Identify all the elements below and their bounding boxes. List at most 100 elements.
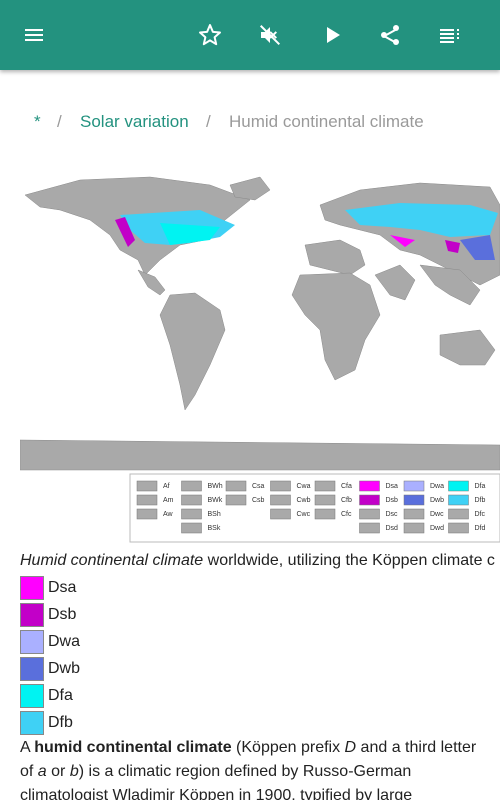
play-button[interactable] (320, 23, 344, 47)
legend-swatch (359, 494, 380, 506)
legend-swatch (359, 522, 380, 534)
legend-label: Csa (252, 483, 265, 490)
legend-label: Dfb (475, 497, 486, 504)
image-caption: Humid continental climate worldwide, uti… (20, 552, 500, 570)
menu-button[interactable] (22, 23, 46, 47)
legend-swatch (225, 480, 247, 492)
app-bar (0, 0, 500, 70)
climate-map[interactable]: Af Am Aw BWh BWk BSh BSk Csa Csb Cwa Cwb Cwc Cfa Cfb C… (20, 165, 500, 545)
legend-label: Cfb (341, 497, 352, 504)
key-label: Dwb (48, 660, 81, 677)
key-label: Dfb (48, 714, 73, 731)
legend-swatch (136, 508, 158, 520)
legend-swatch (359, 508, 380, 520)
legend-label: Dsb (386, 497, 399, 504)
legend-label: Dwd (430, 525, 444, 532)
legend-label: BSh (208, 511, 221, 518)
legend-label: Cfa (341, 483, 352, 490)
key-label: Dwa (48, 633, 81, 650)
legend-label: BWh (208, 483, 223, 490)
text-run: worldwide, utilizing the Köppen climate … (203, 552, 495, 569)
legend-swatch (181, 522, 202, 534)
key-label: Dfa (48, 687, 73, 704)
text-run: D (344, 739, 357, 756)
key-row: Dwa (20, 630, 220, 654)
key-label: Dsa (48, 579, 77, 596)
legend-swatch (359, 480, 380, 492)
legend-swatch (270, 508, 291, 520)
legend-label: Dfd (475, 525, 486, 532)
legend-swatch (181, 494, 202, 506)
share-button[interactable] (378, 23, 402, 47)
legend-swatch (314, 508, 336, 520)
mute-button[interactable] (258, 23, 282, 47)
text-run: b (69, 763, 79, 780)
legend-swatch (403, 480, 425, 492)
breadcrumb-separator: / (57, 112, 62, 131)
legend-swatch (181, 480, 202, 492)
legend-swatch (225, 494, 247, 506)
text-run: Humid continental climate (20, 552, 204, 569)
legend-label: BSk (208, 525, 221, 532)
breadcrumb-separator: / (206, 112, 211, 131)
legend-label: Dfc (475, 511, 486, 518)
legend-label: Csb (252, 497, 265, 504)
article-paragraph: A humid continental climate (Köppen pref… (20, 736, 480, 800)
key-swatch (20, 657, 44, 681)
legend-label: BWk (208, 497, 223, 504)
key-row: Dsa (20, 576, 220, 600)
legend-label: Am (163, 497, 174, 504)
legend-swatch (403, 522, 425, 534)
text-run: humid continental climate (34, 739, 232, 756)
key-row: Dsb (20, 603, 220, 627)
key-swatch (20, 603, 44, 627)
legend-swatch (270, 480, 291, 492)
legend-swatch (181, 508, 202, 520)
breadcrumb-home[interactable]: * (34, 112, 41, 131)
legend-label: Cwb (297, 497, 311, 504)
legend-label: Dsc (386, 511, 399, 518)
text-run: and a third letter of (20, 739, 477, 780)
legend-swatch (314, 494, 336, 506)
key-row: Dfa (20, 684, 220, 708)
legend-swatch (448, 508, 469, 520)
legend-swatch (136, 494, 158, 506)
key-swatch (20, 630, 44, 654)
key-swatch (20, 684, 44, 708)
text-run: ) is a climatic region defined by Russo-… (20, 763, 413, 800)
breadcrumb-current: Humid continental climate (229, 112, 424, 131)
climate-zones (115, 203, 498, 260)
legend-swatch (314, 480, 336, 492)
key-label: Dsb (48, 606, 77, 623)
legend-label: Dwc (430, 511, 444, 518)
key-row: Dfb (20, 711, 220, 735)
text-run: (Köppen prefix (231, 739, 345, 756)
legend-swatch (403, 494, 425, 506)
contents-button[interactable] (438, 23, 462, 47)
key-row: Dwb (20, 657, 220, 681)
legend-swatch (403, 508, 425, 520)
legend-label: Dwa (430, 483, 444, 490)
legend-label: Cwc (297, 511, 311, 518)
legend-label: Dfa (475, 483, 486, 490)
key-swatch (20, 711, 44, 735)
legend-swatch (136, 480, 158, 492)
legend-label: Dwb (430, 497, 444, 504)
legend-label: Cfc (341, 511, 352, 518)
text-run: A (20, 739, 35, 756)
legend-label: Aw (163, 511, 174, 518)
legend-swatch (270, 494, 291, 506)
breadcrumb-link[interactable]: Solar variation (80, 112, 189, 131)
legend-swatch (448, 480, 469, 492)
favorite-button[interactable] (198, 23, 222, 47)
legend-label: Cwa (297, 483, 311, 490)
map-legend: Af Am Aw BWh BWk BSh BSk Csa Csb Cwa Cwb Cwc Cfa Cfb C… (129, 473, 500, 543)
legend-label: Af (163, 483, 170, 490)
key-swatch (20, 576, 44, 600)
legend-label: Dsa (386, 483, 399, 490)
legend-swatch (448, 494, 469, 506)
text-run: a (37, 763, 47, 780)
